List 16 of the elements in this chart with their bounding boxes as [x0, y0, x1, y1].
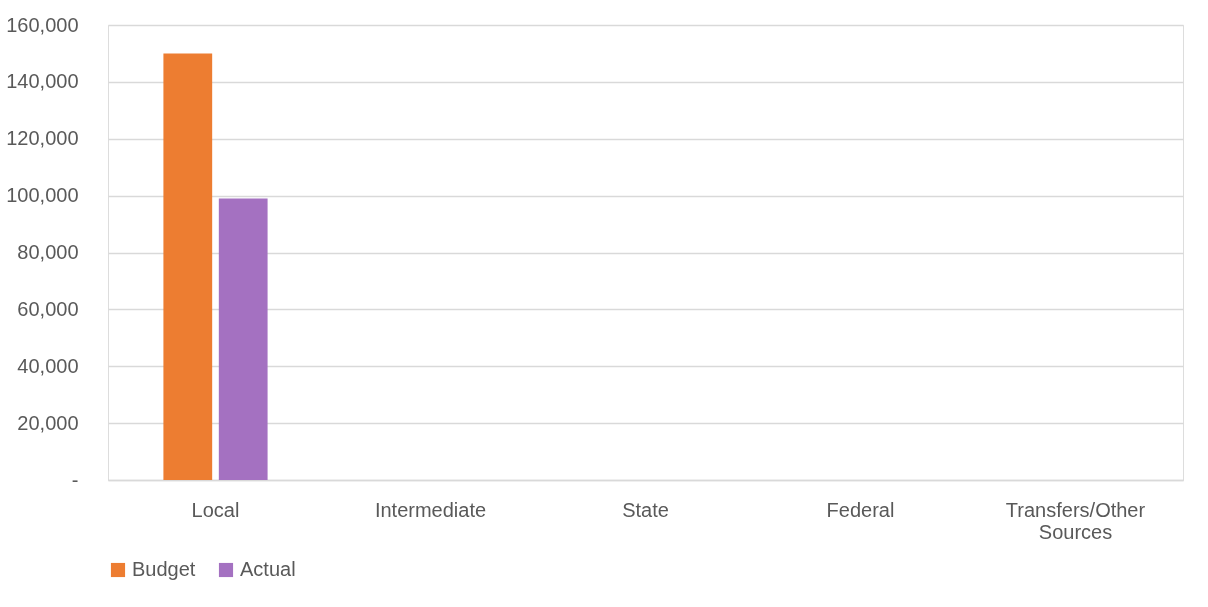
y-tick-label: 20,000: [17, 411, 79, 434]
y-tick-label: 120,000: [6, 127, 79, 150]
y-tick-label: 100,000: [6, 184, 79, 207]
y-tick-label: 40,000: [17, 354, 79, 377]
y-tick-label: -: [71, 468, 79, 491]
y-tick-label: 160,000: [6, 13, 79, 36]
x-tick-label: State: [622, 498, 669, 521]
y-tick-label: 80,000: [17, 241, 79, 263]
y-tick-label: 140,000: [6, 70, 79, 93]
x-tick-label: Intermediate: [374, 498, 487, 521]
y-tick-label: 60,000: [17, 297, 79, 320]
x-tick-label: Federal: [826, 498, 895, 521]
legend-label: Budget: [132, 558, 196, 580]
x-tick-label: Transfers/Other Sources: [1005, 498, 1146, 543]
x-tick-label: Local: [191, 498, 240, 521]
legend-label: Actual: [240, 558, 296, 580]
